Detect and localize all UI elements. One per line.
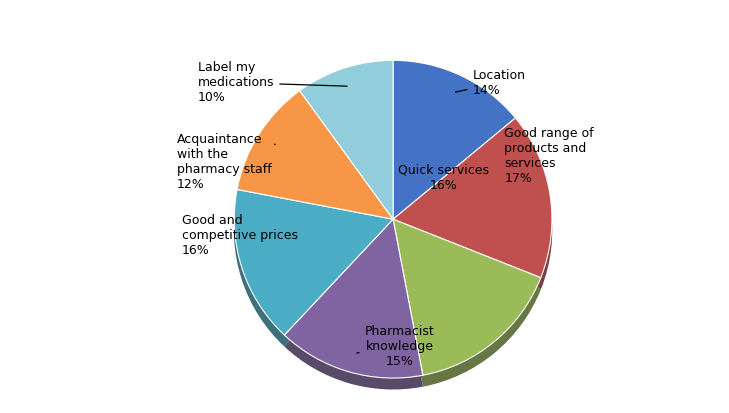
Wedge shape	[393, 118, 552, 278]
Text: Good and
competitive prices
16%: Good and competitive prices 16%	[182, 214, 298, 256]
Wedge shape	[284, 334, 423, 389]
Text: Quick services
16%: Quick services 16%	[399, 164, 489, 192]
Wedge shape	[393, 219, 541, 375]
Wedge shape	[237, 91, 393, 219]
Wedge shape	[420, 283, 541, 387]
Text: Label my
medications
10%: Label my medications 10%	[198, 61, 347, 104]
Wedge shape	[300, 71, 393, 115]
Text: Location
14%: Location 14%	[456, 69, 526, 97]
Wedge shape	[393, 71, 515, 140]
Wedge shape	[234, 190, 393, 335]
Wedge shape	[393, 60, 515, 219]
Text: Good range of
products and
services
17%: Good range of products and services 17%	[504, 127, 594, 185]
Wedge shape	[284, 219, 423, 378]
Wedge shape	[237, 102, 309, 204]
Text: Acquaintance
with the
pharmacy staff
12%: Acquaintance with the pharmacy staff 12%	[177, 133, 275, 191]
Wedge shape	[503, 129, 553, 289]
Wedge shape	[300, 60, 393, 219]
Wedge shape	[234, 200, 295, 347]
Text: Pharmacist
knowledge
15%: Pharmacist knowledge 15%	[356, 325, 434, 368]
